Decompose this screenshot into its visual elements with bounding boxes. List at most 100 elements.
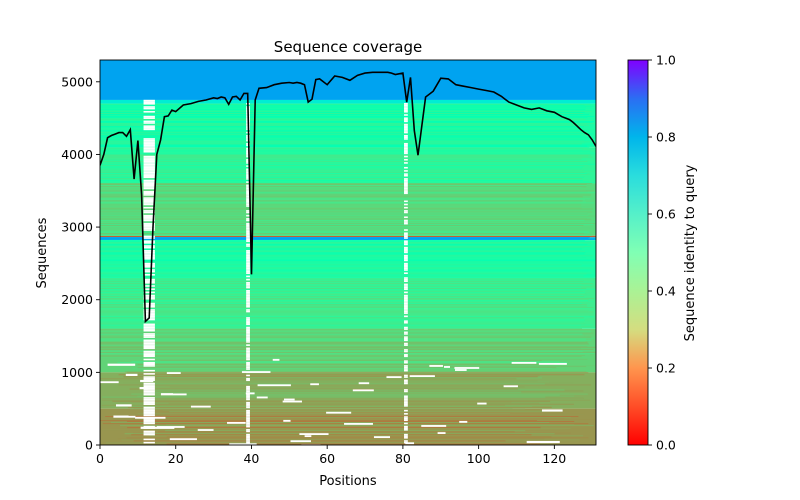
gap-cell-2 bbox=[404, 136, 408, 139]
row-stripe bbox=[100, 247, 585, 249]
row-gap bbox=[272, 358, 280, 361]
row-stripe bbox=[100, 192, 596, 194]
row-stripe bbox=[100, 159, 587, 161]
gap-cell-2 bbox=[404, 435, 408, 438]
row-stripe bbox=[100, 167, 582, 169]
row-stripe bbox=[100, 353, 590, 355]
row-stripe bbox=[100, 252, 586, 254]
row-gap bbox=[310, 382, 319, 386]
gap-cell-0 bbox=[143, 344, 155, 346]
gap-cell-0 bbox=[143, 144, 155, 147]
row-stripe bbox=[100, 269, 591, 271]
row-stripe bbox=[100, 187, 582, 189]
row-gap bbox=[454, 366, 480, 369]
row-stripe bbox=[100, 129, 595, 131]
row-stripe bbox=[146, 383, 545, 385]
gap-cell-0 bbox=[143, 138, 155, 140]
row-stripe bbox=[100, 212, 588, 214]
row-stripe bbox=[100, 320, 585, 322]
row-stripe bbox=[173, 392, 570, 394]
row-stripe bbox=[100, 139, 586, 141]
gap-cell-2 bbox=[404, 353, 408, 356]
row-stripe bbox=[100, 329, 593, 331]
row-stripe bbox=[100, 293, 587, 295]
row-stripe bbox=[100, 354, 586, 356]
row-stripe bbox=[100, 121, 594, 122]
gap-cell-1 bbox=[246, 203, 250, 206]
row-stripe bbox=[146, 391, 522, 393]
row-stripe bbox=[100, 138, 583, 140]
gap-cell-0 bbox=[143, 141, 155, 143]
gap-cell-0 bbox=[143, 441, 155, 444]
gap-cell-0 bbox=[143, 122, 155, 124]
row-stripe bbox=[100, 142, 585, 144]
gap-cell-1 bbox=[246, 226, 250, 228]
row-gap bbox=[386, 375, 402, 379]
gap-cell-0 bbox=[143, 342, 155, 345]
row-stripe bbox=[100, 206, 594, 208]
row-stripe bbox=[100, 240, 585, 241]
gap-cell-2 bbox=[404, 301, 408, 303]
row-stripe bbox=[111, 422, 550, 424]
gap-cell-0 bbox=[143, 326, 155, 329]
gap-cell-1 bbox=[246, 294, 250, 297]
gap-cell-0 bbox=[143, 329, 155, 332]
gap-cell-0 bbox=[143, 181, 155, 183]
row-stripe bbox=[100, 157, 583, 159]
gap-cell-1 bbox=[246, 398, 250, 401]
row-gap bbox=[229, 442, 257, 445]
row-stripe bbox=[100, 126, 584, 128]
gap-cell-0 bbox=[143, 422, 155, 425]
gap-cell-2 bbox=[404, 125, 408, 127]
gap-cell-1 bbox=[246, 349, 250, 351]
gap-cell-1 bbox=[246, 147, 250, 150]
gap-cell-2 bbox=[404, 307, 408, 310]
row-stripe bbox=[100, 180, 583, 181]
gap-cell-1 bbox=[246, 387, 250, 390]
gap-cell-0 bbox=[143, 235, 155, 238]
gap-cell-1 bbox=[246, 269, 250, 271]
gap-cell-0 bbox=[143, 168, 155, 171]
gap-cell-0 bbox=[143, 237, 155, 239]
gap-cell-1 bbox=[246, 178, 250, 180]
row-stripe bbox=[100, 208, 593, 210]
gap-cell-1 bbox=[246, 317, 250, 319]
gap-cell-1 bbox=[246, 202, 250, 204]
gap-cell-2 bbox=[404, 158, 408, 161]
gap-cell-1 bbox=[246, 190, 250, 193]
row-stripe bbox=[100, 330, 591, 332]
row-stripe bbox=[100, 176, 585, 177]
gap-cell-0 bbox=[143, 214, 155, 217]
row-stripe bbox=[100, 128, 596, 130]
gap-cell-1 bbox=[246, 389, 250, 391]
gap-cell-1 bbox=[246, 291, 250, 294]
row-gap bbox=[301, 443, 321, 445]
gap-cell-2 bbox=[404, 258, 408, 260]
row-stripe bbox=[100, 207, 582, 209]
gap-cell-2 bbox=[404, 302, 408, 305]
gap-cell-2 bbox=[404, 294, 408, 297]
row-stripe bbox=[129, 408, 525, 410]
gap-cell-2 bbox=[404, 429, 408, 431]
row-stripe bbox=[100, 113, 590, 115]
row-stripe bbox=[100, 226, 582, 228]
gap-cell-0 bbox=[143, 182, 155, 185]
gap-cell-1 bbox=[246, 435, 250, 438]
row-stripe bbox=[100, 117, 588, 118]
row-stripe bbox=[100, 349, 596, 351]
row-stripe bbox=[100, 331, 592, 333]
row-gap bbox=[352, 389, 374, 392]
gap-cell-1 bbox=[246, 186, 250, 188]
gap-cell-1 bbox=[246, 173, 250, 175]
row-stripe bbox=[100, 311, 594, 313]
gap-cell-0 bbox=[143, 403, 155, 406]
gap-cell-2 bbox=[404, 337, 408, 340]
row-stripe bbox=[118, 358, 596, 359]
row-stripe bbox=[102, 399, 591, 401]
gap-cell-1 bbox=[246, 210, 250, 212]
gap-cell-2 bbox=[404, 264, 408, 267]
row-stripe bbox=[100, 264, 582, 266]
gap-cell-2 bbox=[404, 379, 408, 382]
gap-cell-2 bbox=[404, 162, 408, 164]
gap-cell-1 bbox=[246, 250, 250, 252]
